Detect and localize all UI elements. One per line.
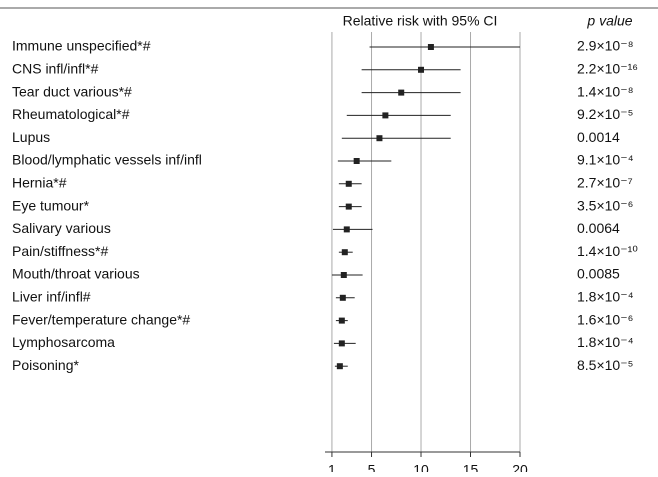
point-estimate — [339, 294, 346, 301]
point-estimate — [398, 89, 405, 96]
p-value: 2.9×10⁻⁸ — [577, 38, 634, 54]
p-value: 0.0085 — [577, 266, 620, 282]
column-header: p value — [586, 13, 632, 29]
p-value: 1.4×10⁻¹⁰ — [577, 243, 638, 259]
row-label: CNS infl/infl*# — [12, 61, 99, 77]
point-estimate — [345, 203, 352, 210]
row-label: Mouth/throat various — [12, 266, 140, 282]
x-tick-label: 5 — [368, 462, 376, 472]
p-value: 8.5×10⁻⁵ — [577, 357, 633, 373]
p-value: 1.8×10⁻⁴ — [577, 289, 634, 305]
x-tick-label: 15 — [463, 462, 479, 472]
point-estimate — [338, 317, 345, 324]
row-label: Lymphosarcoma — [12, 334, 115, 350]
point-estimate — [338, 340, 345, 347]
point-estimate — [382, 112, 389, 119]
p-value: 9.2×10⁻⁵ — [577, 106, 633, 122]
p-value: 1.8×10⁻⁴ — [577, 334, 634, 350]
row-label: Blood/lymphatic vessels inf/infl — [12, 152, 202, 168]
row-label: Rheumatological*# — [12, 106, 130, 122]
point-estimate — [353, 158, 360, 164]
p-value: 3.5×10⁻⁶ — [577, 197, 633, 213]
point-estimate — [341, 249, 348, 256]
p-value: 2.7×10⁻⁷ — [577, 175, 633, 191]
row-label: Hernia*# — [12, 175, 67, 191]
p-value: 1.6×10⁻⁶ — [577, 311, 633, 327]
row-label: Salivary various — [12, 220, 111, 236]
p-value: 9.1×10⁻⁴ — [577, 152, 634, 168]
point-estimate — [336, 363, 343, 370]
x-tick-label: 10 — [413, 462, 429, 472]
p-value: 0.0064 — [577, 220, 620, 236]
row-label: Liver inf/infl# — [12, 289, 91, 305]
point-estimate — [340, 272, 347, 278]
row-label: Fever/temperature change*# — [12, 311, 190, 327]
point-estimate — [343, 226, 350, 233]
point-estimate — [376, 135, 383, 142]
point-estimate — [427, 44, 434, 50]
row-label: Pain/stiffness*# — [12, 243, 108, 259]
row-label: Eye tumour* — [12, 197, 90, 213]
row-label: Lupus — [12, 129, 50, 145]
x-tick-label: 1 — [328, 462, 336, 472]
point-estimate — [418, 66, 425, 73]
x-tick-label: 20 — [512, 462, 528, 472]
p-value: 2.2×10⁻¹⁶ — [577, 61, 638, 77]
point-estimate — [345, 180, 352, 187]
column-header: Relative risk with 95% CI — [343, 13, 498, 29]
row-label: Immune unspecified*# — [12, 38, 151, 54]
p-value: 0.0014 — [577, 129, 620, 145]
row-label: Tear duct various*# — [12, 83, 132, 99]
row-label: Poisoning* — [12, 357, 79, 373]
p-value: 1.4×10⁻⁸ — [577, 83, 634, 99]
